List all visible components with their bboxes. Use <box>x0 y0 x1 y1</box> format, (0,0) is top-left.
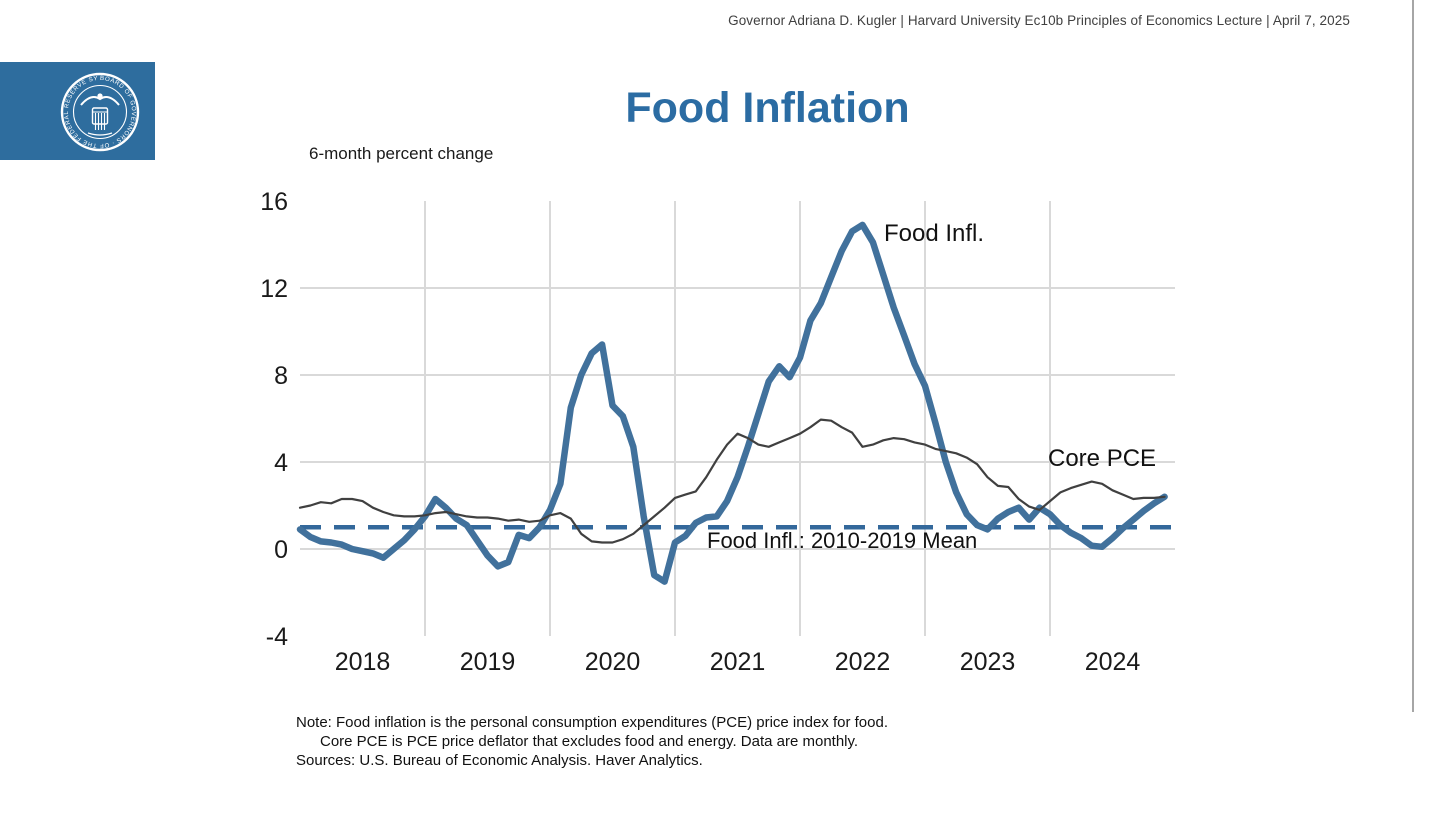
y-axis-tick-label: -4 <box>266 623 288 651</box>
core-pce-series-label: Core PCE <box>1048 445 1156 472</box>
chart-annotations: Food Infl. Core PCE Food Infl.: 2010-201… <box>707 220 1156 553</box>
federal-reserve-seal-icon: BOARD OF GOVERNORS · OF THE FEDERAL RESE… <box>60 72 140 152</box>
food-inflation-chart: 16 12 8 4 0 -4 2018 2019 2020 2021 2022 2023 2024 Fo… <box>250 188 1200 710</box>
page-title: Food Inflation <box>625 84 910 132</box>
x-axis-tick-label: 2019 <box>460 648 516 676</box>
y-axis-tick-label: 12 <box>260 275 288 303</box>
food-series-label: Food Infl. <box>884 220 984 247</box>
x-axis-tick-label: 2022 <box>835 648 891 676</box>
y-axis-tick-label: 8 <box>274 362 288 390</box>
note-line-1: Note: Food inflation is the personal con… <box>296 714 888 731</box>
x-axis-tick-label: 2021 <box>710 648 766 676</box>
y-axis-tick-label: 4 <box>274 449 288 477</box>
x-axis-tick-label: 2018 <box>335 648 391 676</box>
chart-canvas: 16 12 8 4 0 -4 2018 2019 2020 2021 2022 2023 2024 Fo… <box>260 188 1175 676</box>
note-line-2: Core PCE is PCE price deflator that excl… <box>320 733 859 750</box>
footnotes: Note: Food inflation is the personal con… <box>296 713 888 770</box>
federal-reserve-logo: BOARD OF GOVERNORS · OF THE FEDERAL RESE… <box>0 62 155 160</box>
x-axis-tick-label: 2020 <box>585 648 641 676</box>
x-axis-tick-label: 2024 <box>1085 648 1141 676</box>
x-axis-tick-label: 2023 <box>960 648 1016 676</box>
mean-reference-label: Food Infl.: 2010-2019 Mean <box>707 528 977 553</box>
chart-units-label: 6-month percent change <box>309 144 494 163</box>
chart-generated-layers: 16 12 8 4 0 -4 2018 2019 2020 2021 2022 2023 2024 <box>260 188 1175 676</box>
header-attribution: Governor Adriana D. Kugler | Harvard Uni… <box>728 13 1350 28</box>
source-line: Sources: U.S. Bureau of Economic Analysi… <box>296 752 703 769</box>
slide-edge-rule <box>1412 0 1414 712</box>
y-axis-tick-label: 0 <box>274 536 288 564</box>
core-pce-line <box>298 418 1166 544</box>
food-inflation-line <box>296 221 1168 585</box>
y-axis-tick-label: 16 <box>260 190 288 216</box>
